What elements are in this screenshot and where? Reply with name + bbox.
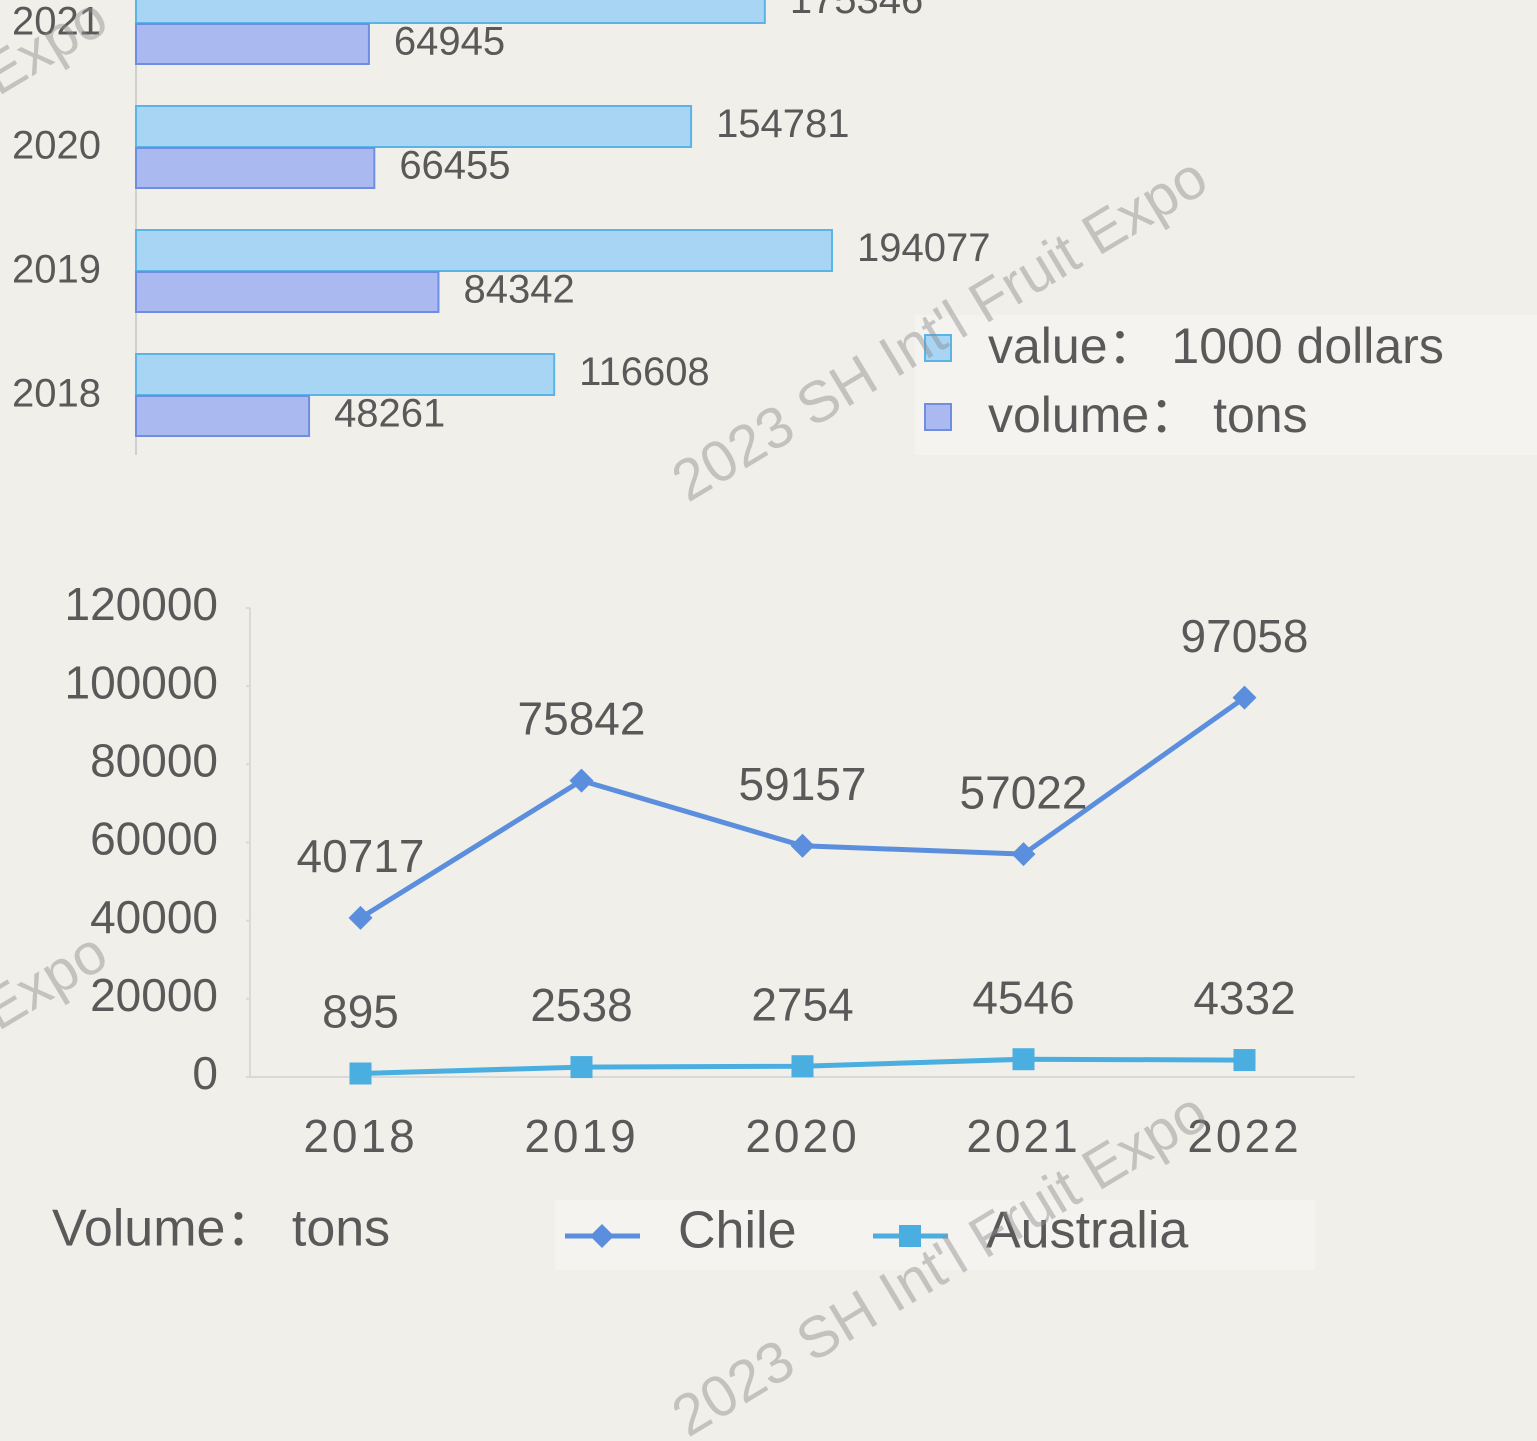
- data-label: 2754: [751, 978, 853, 1030]
- marker: [349, 1062, 372, 1085]
- legend-label: value： 1000 dollars: [988, 318, 1444, 374]
- y-tick-label: 20000: [90, 969, 218, 1021]
- y-tick-label: 120000: [65, 578, 219, 630]
- y-tick-label: 0: [192, 1047, 218, 1099]
- data-label: 48261: [334, 392, 445, 436]
- x-tick-label: 2021: [966, 1110, 1080, 1162]
- marker: [899, 1225, 921, 1247]
- legend-label: Chile: [678, 1202, 797, 1260]
- marker: [1011, 842, 1036, 867]
- bar: [135, 0, 766, 24]
- x-tick-label: 2020: [745, 1110, 859, 1162]
- data-label: 895: [322, 986, 399, 1038]
- data-label: 64945: [394, 20, 505, 64]
- y-tick-label: 100000: [65, 656, 219, 708]
- data-label: 2538: [530, 979, 632, 1031]
- y-tick-label: 2019: [12, 248, 101, 292]
- bar: [135, 147, 376, 189]
- legend-label: volume： tons: [988, 387, 1308, 443]
- data-label: 59157: [739, 758, 867, 810]
- legend-swatch: [924, 334, 952, 362]
- marker: [569, 768, 594, 793]
- y-tick-label: 80000: [90, 734, 218, 786]
- bar: [135, 271, 440, 313]
- marker: [348, 905, 373, 930]
- chart-title: Volume： tons: [52, 1200, 390, 1258]
- data-label: 4332: [1193, 972, 1295, 1024]
- y-tick-label: 2018: [12, 372, 101, 416]
- data-label: 4546: [972, 971, 1074, 1023]
- bar: [135, 395, 311, 437]
- data-label: 66455: [399, 144, 510, 188]
- marker: [1012, 1048, 1035, 1071]
- data-label: 75842: [518, 693, 646, 745]
- marker: [791, 1055, 814, 1078]
- data-label: 175346: [790, 0, 923, 22]
- legend-swatch: [924, 403, 952, 431]
- bar: [135, 229, 833, 272]
- data-label: 154781: [716, 102, 849, 146]
- marker: [1232, 685, 1257, 710]
- marker: [570, 1056, 593, 1079]
- y-tick-label: 40000: [90, 891, 218, 943]
- marker: [790, 833, 815, 858]
- y-tick-label: 2021: [12, 0, 101, 44]
- data-label: 40717: [297, 830, 425, 882]
- marker: [590, 1224, 614, 1248]
- data-label: 97058: [1181, 610, 1309, 662]
- bar: [135, 105, 693, 148]
- data-label: 194077: [857, 226, 990, 270]
- data-label: 57022: [960, 766, 1088, 818]
- data-label: 116608: [579, 350, 710, 394]
- marker: [1233, 1049, 1256, 1072]
- data-label: 84342: [463, 268, 574, 312]
- x-tick-label: 2022: [1187, 1110, 1301, 1162]
- y-tick-label: 2020: [12, 124, 101, 168]
- x-tick-label: 2018: [303, 1110, 417, 1162]
- y-tick-label: 60000: [90, 813, 218, 865]
- bar: [135, 23, 370, 65]
- x-tick-label: 2019: [524, 1110, 638, 1162]
- bar: [135, 353, 556, 396]
- legend-box: [915, 315, 1537, 455]
- legend-label: Australia: [986, 1202, 1188, 1260]
